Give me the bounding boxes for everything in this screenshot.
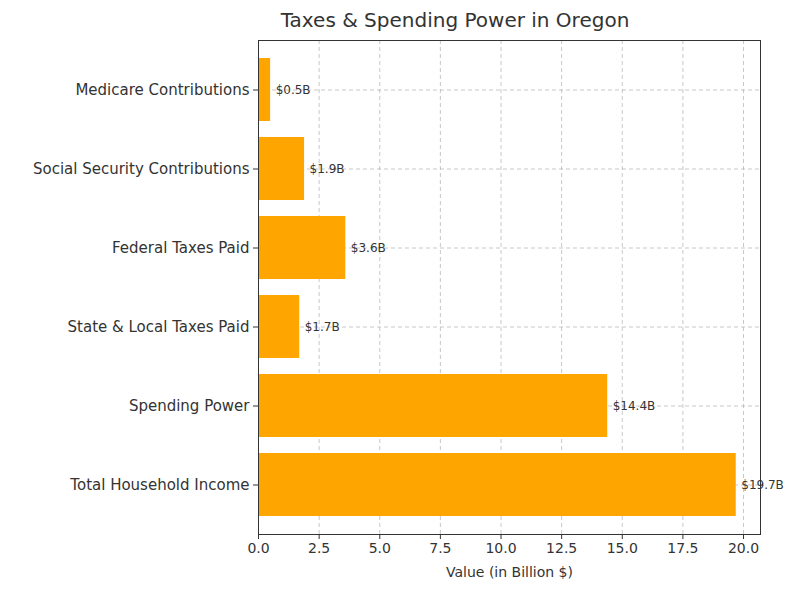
svg-text:2.5: 2.5 <box>308 540 330 556</box>
svg-text:Value (in Billion $): Value (in Billion $) <box>446 564 573 580</box>
svg-text:$1.9B: $1.9B <box>310 162 345 176</box>
svg-text:$1.7B: $1.7B <box>305 320 340 334</box>
svg-text:Federal Taxes Paid: Federal Taxes Paid <box>112 239 249 257</box>
svg-text:15.0: 15.0 <box>607 540 638 556</box>
svg-text:$0.5B: $0.5B <box>276 83 311 97</box>
svg-text:Total Household Income: Total Household Income <box>69 476 249 494</box>
svg-text:Spending Power: Spending Power <box>129 397 250 415</box>
svg-text:20.0: 20.0 <box>728 540 759 556</box>
svg-text:$19.7B: $19.7B <box>741 478 784 492</box>
svg-text:10.0: 10.0 <box>485 540 516 556</box>
svg-text:0.0: 0.0 <box>247 540 269 556</box>
svg-text:Social Security Contributions: Social Security Contributions <box>33 160 250 178</box>
svg-text:State & Local Taxes Paid: State & Local Taxes Paid <box>68 318 250 336</box>
svg-text:$14.4B: $14.4B <box>613 399 656 413</box>
html-text:Taxes & Spending Power in Oreg: Taxes & Spending Power in Oregon <box>280 8 630 32</box>
svg-text:12.5: 12.5 <box>546 540 577 556</box>
svg-text:$3.6B: $3.6B <box>351 241 386 255</box>
svg-text:17.5: 17.5 <box>667 540 698 556</box>
svg-text:Medicare Contributions: Medicare Contributions <box>75 81 249 99</box>
svg-text:7.5: 7.5 <box>429 540 451 556</box>
svg-text:5.0: 5.0 <box>369 540 391 556</box>
